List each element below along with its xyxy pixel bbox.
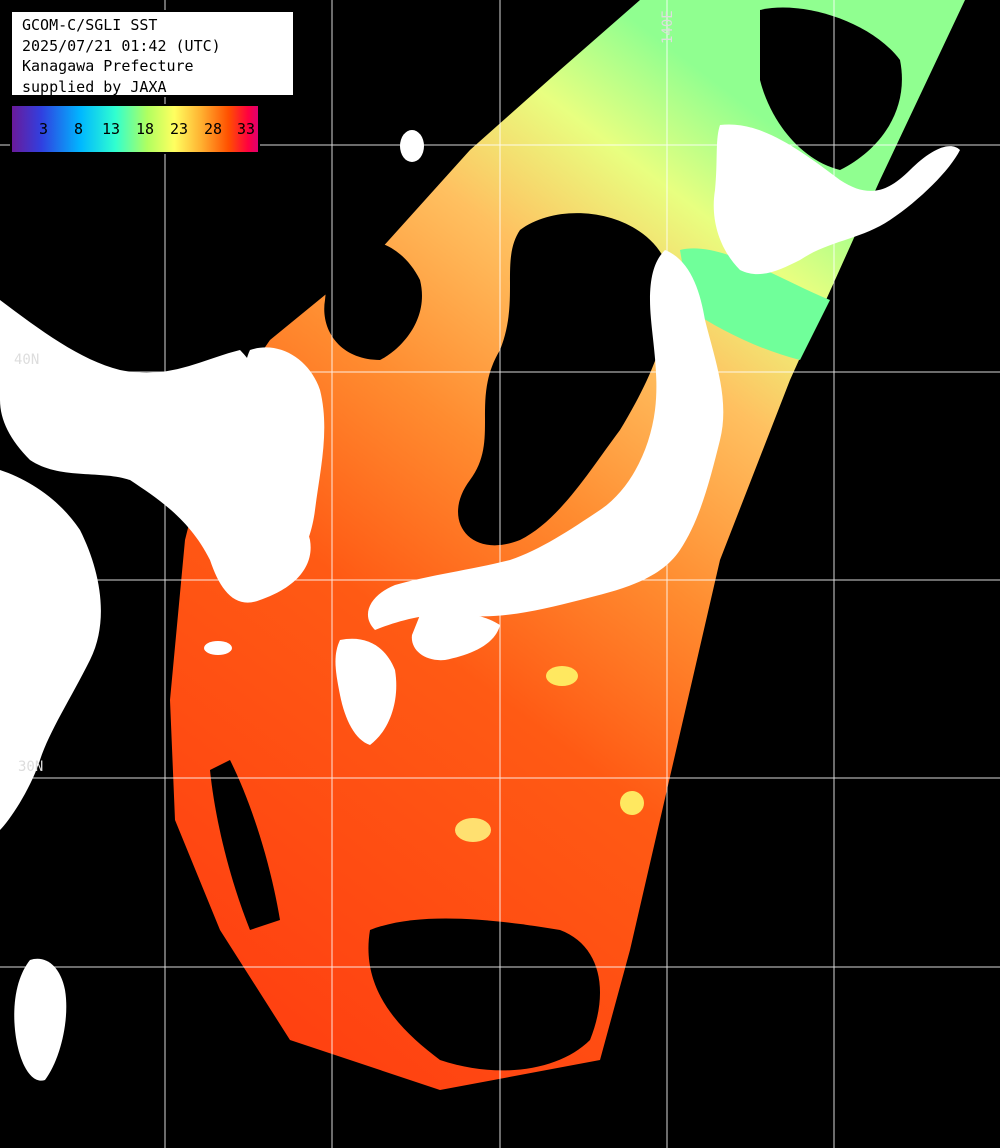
cloud-mask-2 bbox=[324, 240, 422, 360]
cloud-mask-5 bbox=[210, 760, 280, 930]
land-korea bbox=[229, 347, 325, 590]
land-hokkaido bbox=[713, 124, 960, 275]
warm-patch-1 bbox=[546, 666, 578, 686]
info-credit: supplied by JAXA bbox=[22, 77, 167, 96]
info-datetime: 2025/07/21 01:42 (UTC) bbox=[22, 36, 221, 55]
land-island-small bbox=[400, 130, 424, 162]
info-box: GCOM-C/SGLI SST 2025/07/21 01:42 (UTC) K… bbox=[10, 10, 295, 97]
info-product: GCOM-C/SGLI SST bbox=[22, 16, 158, 34]
land-china-coast bbox=[0, 470, 101, 830]
lat-label-30n: 30N bbox=[18, 759, 44, 775]
legend-tick: 23 bbox=[170, 120, 189, 138]
cloud-mask-1 bbox=[458, 213, 669, 546]
warm-patch-2 bbox=[620, 791, 644, 815]
lon-label-140e: 140E bbox=[660, 10, 676, 44]
warm-patch-3 bbox=[455, 818, 491, 842]
legend-tick: 28 bbox=[204, 120, 223, 138]
cool-water-ne bbox=[680, 248, 830, 360]
land-jeju bbox=[204, 641, 232, 655]
land-taiwan bbox=[14, 958, 67, 1081]
cloud-mask-4 bbox=[368, 918, 600, 1071]
legend-tick: 8 bbox=[74, 120, 84, 138]
legend-tick: 18 bbox=[136, 120, 155, 138]
info-region: Kanagawa Prefecture bbox=[22, 57, 194, 75]
lat-label-40n: 40N bbox=[14, 352, 40, 368]
sst-colorbar-legend: 3 8 13 18 23 28 33 bbox=[10, 104, 260, 154]
legend-tick: 13 bbox=[102, 120, 121, 138]
land-honshu bbox=[367, 250, 724, 630]
legend-tick: 3 bbox=[39, 120, 49, 138]
land-shikoku bbox=[411, 612, 500, 661]
legend-tick: 33 bbox=[237, 120, 256, 138]
cloud-mask-3 bbox=[760, 7, 902, 170]
land-kyushu bbox=[335, 638, 397, 745]
